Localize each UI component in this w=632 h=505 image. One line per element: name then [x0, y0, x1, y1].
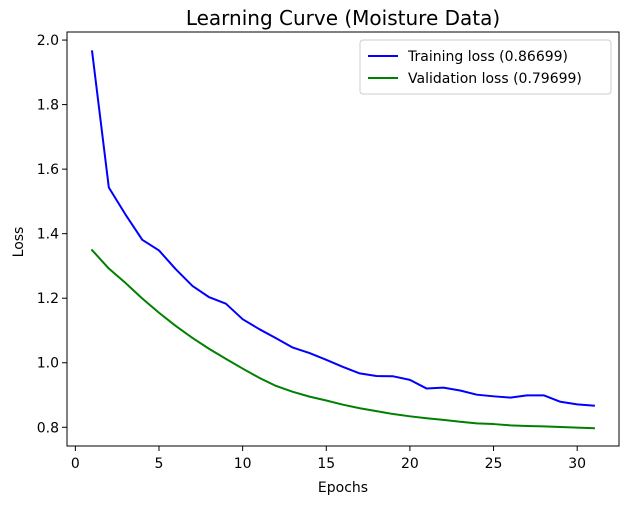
y-tick-label: 1.6 — [37, 162, 59, 178]
x-tick-label: 5 — [155, 456, 164, 472]
legend-label: Validation loss (0.79699) — [408, 71, 582, 87]
y-axis-label: Loss — [11, 227, 27, 258]
series-line-training — [90, 50, 595, 407]
series-line-validation — [90, 248, 595, 430]
x-tick-label: 30 — [568, 456, 586, 472]
x-tick-label: 10 — [234, 456, 252, 472]
x-tick-label: 15 — [317, 456, 335, 472]
y-tick-label: 2.0 — [37, 33, 59, 49]
plot-area: 0 5 10 15 20 25 30 0.8 1.0 1.2 1.4 1.6 1.8 2.0 — [37, 31, 620, 472]
y-tick-label: 0.8 — [37, 420, 59, 436]
x-tick-label: 0 — [71, 456, 80, 472]
axes-frame — [66, 31, 620, 447]
y-tick-label: 1.4 — [37, 227, 59, 243]
legend: Training loss (0.86699) Validation loss (… — [359, 39, 612, 95]
x-tick-label: 20 — [401, 456, 419, 472]
y-tick-label: 1.8 — [37, 98, 59, 114]
x-axis-label: Epochs — [318, 480, 368, 496]
x-tick-label: 25 — [485, 456, 503, 472]
legend-box — [359, 39, 612, 95]
y-tick-label: 1.2 — [37, 291, 59, 307]
chart-title: Learning Curve (Moisture Data) — [186, 6, 500, 30]
y-tick-label: 1.0 — [37, 356, 59, 372]
legend-label: Training loss (0.86699) — [407, 49, 568, 65]
